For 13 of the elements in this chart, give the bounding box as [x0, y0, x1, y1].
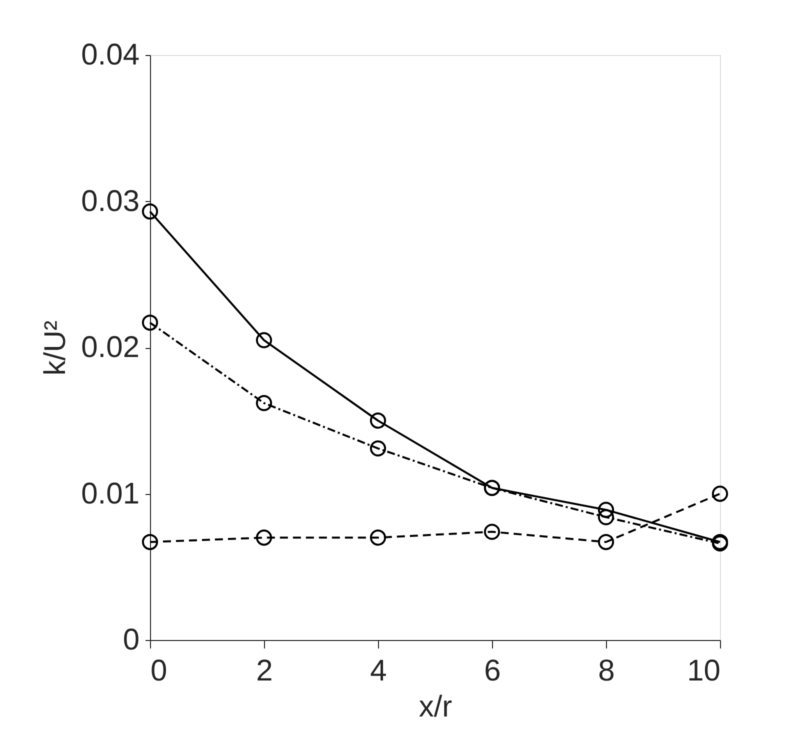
x-tick-label: 4: [370, 654, 387, 688]
x-tick-label: 2: [256, 654, 273, 688]
y-tick-label: 0.03: [81, 184, 140, 218]
x-tick-label: 8: [598, 654, 615, 688]
x-tick-label: 10: [687, 654, 720, 688]
x-axis-title: x/r: [418, 690, 452, 724]
y-tick-label: 0.02: [81, 331, 140, 364]
y-tick-label: 0.01: [81, 477, 140, 510]
y-tick-label: 0: [122, 624, 140, 656]
x-tick-label: 6: [484, 654, 501, 688]
y-tick-label: 0.04: [81, 38, 140, 72]
x-tick-label: 0: [150, 654, 168, 688]
y-axis-title: k/U²: [39, 320, 72, 376]
